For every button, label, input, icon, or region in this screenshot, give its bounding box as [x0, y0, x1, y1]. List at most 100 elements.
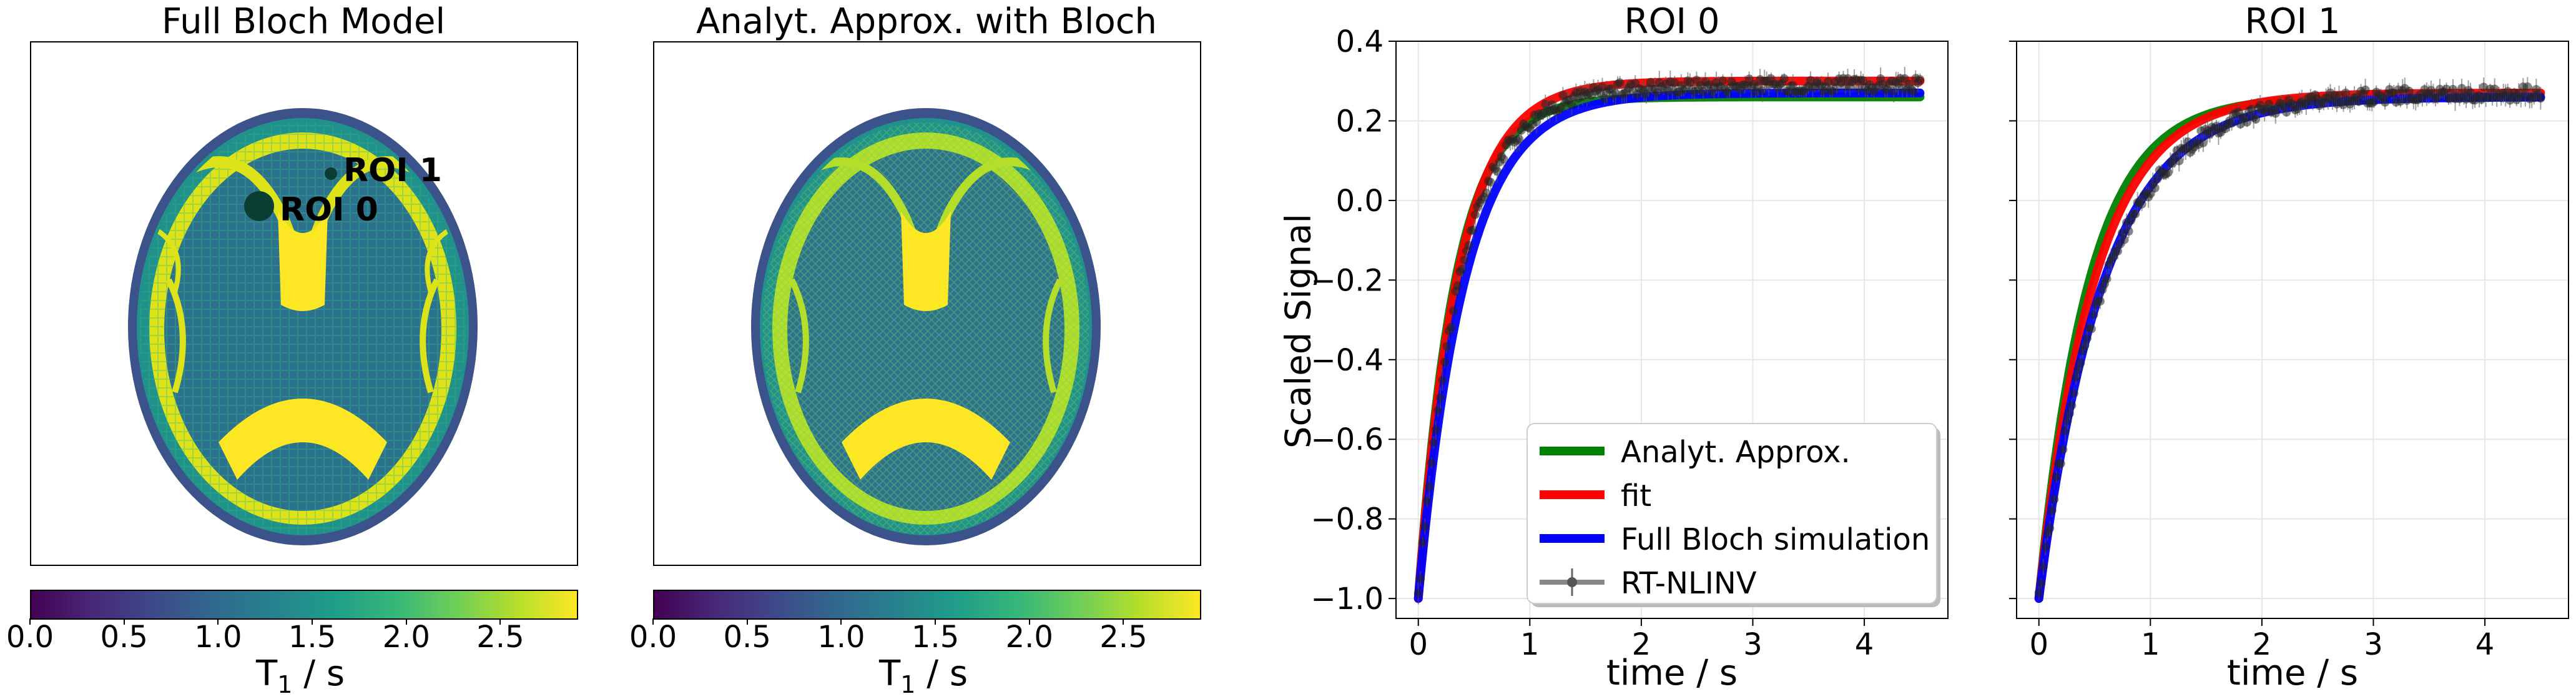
roi0-marker [244, 191, 274, 221]
data-point [2282, 107, 2291, 117]
colorbar-1 [30, 590, 578, 620]
data-point [2072, 373, 2081, 382]
data-point [2069, 389, 2078, 398]
series-line-2 [2034, 92, 2545, 603]
data-point [1482, 189, 1491, 198]
data-point [1464, 240, 1473, 250]
x-axis-label: time / s [1606, 653, 1738, 693]
colorbar-tick [1028, 618, 1030, 625]
colorbar-2 [653, 590, 1201, 620]
data-point [2038, 562, 2048, 572]
x-tick-label: 1 [1520, 627, 1540, 662]
data-point [2067, 401, 2077, 410]
data-point [1435, 393, 1445, 402]
data-point [2120, 235, 2129, 244]
legend-entry: fit [1621, 478, 1651, 513]
data-point [2045, 523, 2055, 533]
data-point [1453, 281, 1462, 290]
data-point [1915, 75, 1925, 84]
colorbar-2-label: T1 / s [879, 653, 968, 699]
series-line-0 [2034, 92, 2545, 603]
data-point [1615, 78, 1625, 87]
data-point [2175, 156, 2184, 166]
data-point [2034, 588, 2043, 597]
colorbar-tick-label: 0.0 [6, 620, 54, 655]
plot-frame [1395, 41, 1949, 619]
x-tick-label: 0 [1408, 627, 1428, 662]
data-point [1427, 459, 1436, 468]
map1-title: Full Bloch Model [161, 1, 445, 42]
data-point [2354, 97, 2364, 106]
x-tick-label: 3 [2364, 627, 2383, 662]
data-point [2361, 85, 2370, 94]
data-point [2052, 472, 2061, 482]
data-point [2058, 445, 2068, 454]
legend-entry: Full Bloch simulation [1621, 522, 1930, 557]
colorbar-tick [123, 618, 125, 625]
data-point [2227, 119, 2236, 128]
series-line-2 [1413, 88, 1925, 603]
data-point [1499, 154, 1508, 164]
data-point [2041, 542, 2050, 552]
colorbar-1-label: T1 / s [256, 653, 345, 699]
data-point [2076, 359, 2085, 368]
brain-map-analytical [751, 108, 1101, 545]
x-tick-label: 2 [2253, 627, 2272, 662]
colorbar-tick-label: 2.5 [476, 620, 524, 655]
colorbar-tick-label: 1.5 [288, 620, 337, 655]
y-tick-label: −1.0 [1310, 582, 1384, 617]
roi0-chart-title: ROI 0 [1624, 1, 1720, 42]
data-point [2087, 324, 2096, 334]
y-tick-label: 0.0 [1336, 184, 1384, 219]
y-tick-label: −0.6 [1310, 422, 1384, 457]
y-tick-label: −0.4 [1310, 343, 1384, 378]
data-point [1442, 342, 1452, 351]
data-point [2523, 82, 2532, 91]
colorbar-tick [312, 618, 313, 625]
data-point [2163, 168, 2173, 177]
plot-frame [2016, 41, 2569, 619]
y-tick-label: 0.4 [1336, 24, 1384, 59]
data-point [2150, 183, 2160, 192]
data-point [2251, 114, 2261, 124]
data-point [1416, 574, 1425, 583]
colorbar-tick-label: 2.0 [382, 620, 430, 655]
x-tick-label: 2 [1632, 627, 1651, 662]
colorbar-tick [29, 618, 31, 625]
colorbar-tick [405, 618, 407, 625]
data-point [1718, 76, 1728, 86]
y-tick-label: 0.2 [1336, 104, 1384, 139]
data-point [1532, 117, 1541, 127]
roi1-label: ROI 1 [343, 152, 442, 189]
colorbar-tick-label: 2.0 [1005, 620, 1053, 655]
colorbar-tick-label: 1.5 [911, 620, 960, 655]
x-tick-label: 3 [1743, 627, 1762, 662]
roi1-chart-title: ROI 1 [2244, 1, 2341, 42]
x-tick-label: 1 [2141, 627, 2160, 662]
data-point [2381, 97, 2390, 107]
x-tick-label: 4 [1855, 627, 1874, 662]
colorbar-tick [652, 618, 654, 625]
colorbar-tick [840, 618, 842, 625]
data-point [2056, 459, 2065, 468]
colorbar-tick-label: 0.5 [723, 620, 771, 655]
data-point [2089, 310, 2098, 319]
y-tick-label: −0.2 [1310, 263, 1384, 298]
colorbar-tick-label: 2.5 [1099, 620, 1148, 655]
data-point [2082, 334, 2092, 343]
data-point [1779, 74, 1789, 83]
colorbar-tick-label: 0.5 [100, 620, 148, 655]
brain-map-full-bloch [128, 108, 478, 545]
data-point [2102, 274, 2111, 284]
data-point [1447, 322, 1456, 332]
colorbar-tick [1123, 618, 1124, 625]
data-point [2369, 97, 2379, 106]
colorbar-tick [499, 618, 501, 625]
data-point [1486, 177, 1495, 187]
data-point [2153, 174, 2162, 184]
data-point [1468, 225, 1478, 234]
data-point [1448, 306, 1458, 315]
legend-swatch [1567, 577, 1577, 587]
colorbar-tick [935, 618, 937, 625]
